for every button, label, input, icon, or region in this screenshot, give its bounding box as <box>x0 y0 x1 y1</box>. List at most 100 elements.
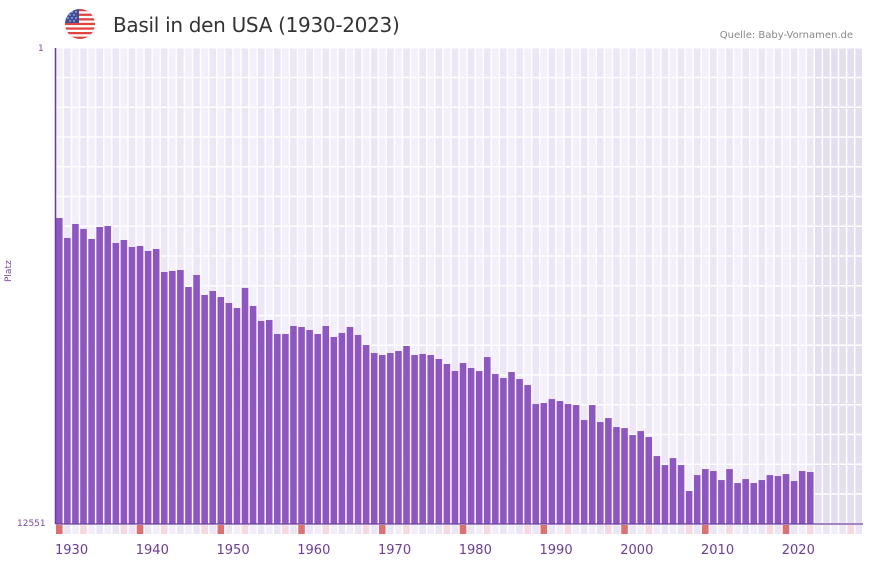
bar-1970 <box>379 355 386 524</box>
bar-1936 <box>104 225 112 525</box>
bar-1993 <box>564 404 572 524</box>
bar-2000 <box>621 428 628 524</box>
bar-1945 <box>177 269 184 524</box>
bar-1958 <box>282 334 289 524</box>
x-tick-2020: 2020 <box>781 543 815 558</box>
x-tick-1960: 1960 <box>297 543 331 558</box>
bar-1978 <box>443 364 451 524</box>
bar-1998 <box>605 418 612 524</box>
bar-1984 <box>492 374 499 524</box>
bar-2003 <box>645 437 653 524</box>
bar-1969 <box>370 353 378 524</box>
bar-1973 <box>403 346 410 524</box>
bar-1946 <box>185 286 192 524</box>
bar-1949 <box>209 291 216 524</box>
bar-1982 <box>475 371 483 524</box>
bar-1974 <box>411 355 418 524</box>
bar-2019 <box>774 476 782 524</box>
bar-1951 <box>225 302 233 524</box>
bar-1999 <box>613 427 620 524</box>
bar-1955 <box>257 321 265 524</box>
bar-2010 <box>702 469 709 524</box>
bar-1935 <box>96 226 103 524</box>
bar-2009 <box>693 475 701 524</box>
bar-1977 <box>435 359 443 524</box>
bar-1932 <box>72 223 79 524</box>
bar-2001 <box>629 435 636 524</box>
x-tick-1970: 1970 <box>378 543 412 558</box>
bar-2017 <box>758 480 766 524</box>
bar-2022 <box>798 471 806 524</box>
bar-1944 <box>169 270 176 524</box>
bar-1963 <box>322 326 330 524</box>
bar-1943 <box>160 272 168 524</box>
bar-1980 <box>459 363 467 524</box>
y-axis-bottom-label: 12551 <box>17 519 46 529</box>
bar-1972 <box>395 351 402 524</box>
bar-1981 <box>467 368 475 524</box>
bar-1942 <box>152 248 160 524</box>
bar-1991 <box>548 399 556 524</box>
bar-1931 <box>64 237 71 524</box>
bar-1962 <box>314 334 321 524</box>
bar-1990 <box>540 403 548 524</box>
bar-2008 <box>685 491 693 524</box>
bar-1983 <box>483 357 491 524</box>
bar-1939 <box>128 247 136 525</box>
bar-1938 <box>120 239 128 524</box>
bar-1937 <box>112 242 120 524</box>
chart-title: Basil in den USA (1930-2023) <box>113 13 400 37</box>
x-tick-2010: 2010 <box>701 543 735 558</box>
bar-1995 <box>580 420 588 524</box>
bar-1956 <box>265 320 273 524</box>
bar-1989 <box>532 404 539 524</box>
bar-1954 <box>249 305 257 524</box>
bar-2020 <box>782 474 790 524</box>
us-flag-icon <box>65 9 95 39</box>
bar-1952 <box>233 307 241 524</box>
bar-2013 <box>726 469 733 524</box>
x-tick-2000: 2000 <box>620 543 654 558</box>
bar-2007 <box>677 465 685 524</box>
bar-1960 <box>298 327 305 524</box>
bar-2005 <box>661 465 669 524</box>
bar-1930 <box>56 217 63 525</box>
bar-2004 <box>653 456 661 524</box>
x-tick-1980: 1980 <box>458 543 492 558</box>
bar-1985 <box>500 378 507 524</box>
y-axis-top-label: 1 <box>38 44 44 54</box>
bar-2011 <box>710 471 717 524</box>
x-tick-1950: 1950 <box>216 543 250 558</box>
bar-2018 <box>766 475 774 524</box>
bar-1948 <box>201 294 208 524</box>
bar-2006 <box>669 458 677 524</box>
source-credit: Quelle: Baby-Vornamen.de <box>719 30 853 41</box>
x-tick-1990: 1990 <box>539 543 573 558</box>
bar-1941 <box>144 250 152 524</box>
bar-2015 <box>742 479 749 524</box>
bar-1994 <box>572 405 580 524</box>
bar-1957 <box>274 334 281 524</box>
bar-1996 <box>588 405 596 524</box>
bar-1975 <box>419 354 426 524</box>
bar-2012 <box>718 480 725 524</box>
bar-2021 <box>790 481 798 524</box>
bar-1987 <box>516 379 523 524</box>
bar-2023 <box>806 472 814 524</box>
bar-1947 <box>193 275 200 524</box>
bar-1968 <box>362 345 370 524</box>
bar-2016 <box>750 483 758 524</box>
bar-1953 <box>241 287 249 524</box>
bar-1971 <box>387 353 394 524</box>
bar-1934 <box>88 239 95 525</box>
bar-1966 <box>346 327 354 524</box>
bar-1988 <box>524 385 531 524</box>
bar-1992 <box>556 401 564 524</box>
bar-2002 <box>637 431 644 524</box>
bar-1976 <box>427 355 435 524</box>
bar-1950 <box>217 296 225 524</box>
x-tick-1930: 1930 <box>55 543 89 558</box>
bar-1940 <box>136 245 144 524</box>
bar-1961 <box>306 329 313 524</box>
